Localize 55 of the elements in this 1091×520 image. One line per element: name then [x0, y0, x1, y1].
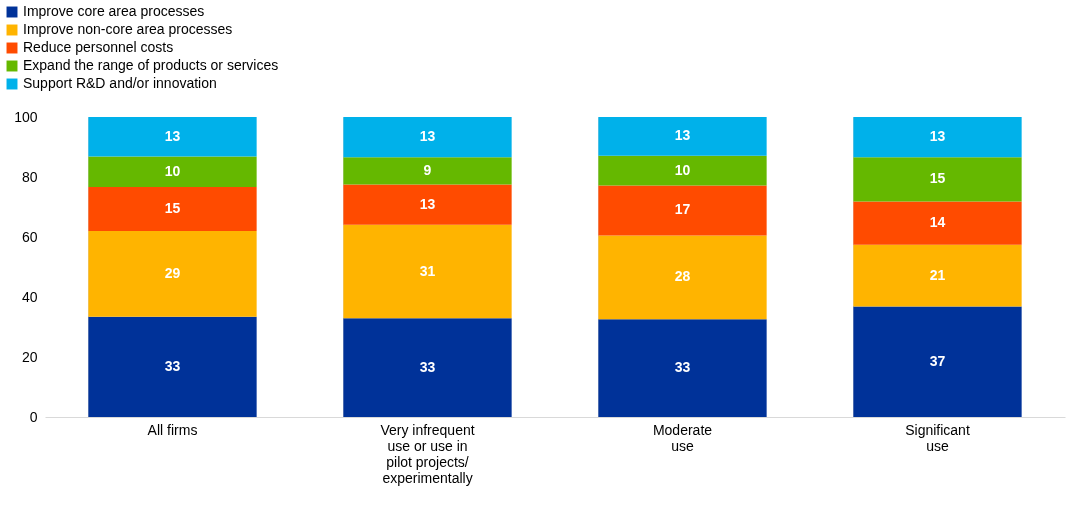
data-label: 15 [929, 170, 946, 187]
legend-label: Reduce personnel costs [23, 39, 174, 55]
data-label: 13 [419, 128, 436, 145]
data-label: 13 [419, 195, 436, 212]
x-tick-label: Significant use [905, 421, 970, 454]
data-label: 9 [423, 161, 432, 178]
data-label: 29 [164, 264, 181, 281]
x-tick-label: All firms [147, 421, 198, 438]
bar [853, 306, 1022, 417]
y-tick-label: 0 [29, 408, 38, 425]
bar [343, 318, 512, 417]
bar [598, 155, 767, 186]
bar [853, 244, 1022, 307]
data-label: 33 [419, 358, 436, 375]
bar [88, 231, 257, 317]
bar [343, 224, 512, 319]
bar [343, 184, 512, 225]
bar [853, 117, 1022, 158]
data-label: 33 [164, 357, 181, 374]
bar [343, 157, 512, 185]
bar [853, 157, 1022, 202]
bar [853, 201, 1022, 245]
bar [88, 117, 257, 157]
bar [598, 319, 767, 417]
y-tick-label: 100 [14, 108, 38, 125]
legend-label: Expand the range of products or services [23, 57, 279, 73]
data-label: 15 [164, 199, 181, 216]
bar [598, 235, 767, 320]
x-tick-label: Moderate use [652, 421, 713, 454]
legend-label: Improve non-core area processes [23, 21, 233, 37]
bar [343, 117, 512, 158]
legend-label: Improve core area processes [23, 3, 205, 19]
data-label: 33 [674, 359, 691, 376]
bar [88, 316, 257, 417]
data-label: 13 [929, 128, 946, 145]
data-label: 31 [419, 262, 436, 279]
bar [88, 186, 257, 231]
data-label: 10 [164, 162, 181, 179]
y-tick-label: 60 [21, 228, 38, 245]
data-label: 17 [674, 201, 691, 218]
data-label: 21 [929, 266, 946, 283]
data-label: 37 [929, 352, 946, 369]
x-tick-label: Very infrequent use or use in pilot projects/ experimentally [380, 421, 475, 486]
data-label: 14 [929, 214, 946, 231]
y-tick-label: 80 [21, 168, 38, 185]
y-tick-label: 20 [21, 348, 38, 365]
data-label: 10 [674, 161, 691, 178]
data-label: 13 [164, 127, 181, 144]
y-tick-label: 40 [21, 288, 38, 305]
bar [598, 185, 767, 236]
data-label: 28 [674, 268, 691, 285]
legend-label: Support R&D and/or innovation [23, 75, 217, 91]
bar [88, 156, 257, 187]
bar [598, 117, 767, 156]
data-label: 13 [674, 127, 691, 144]
